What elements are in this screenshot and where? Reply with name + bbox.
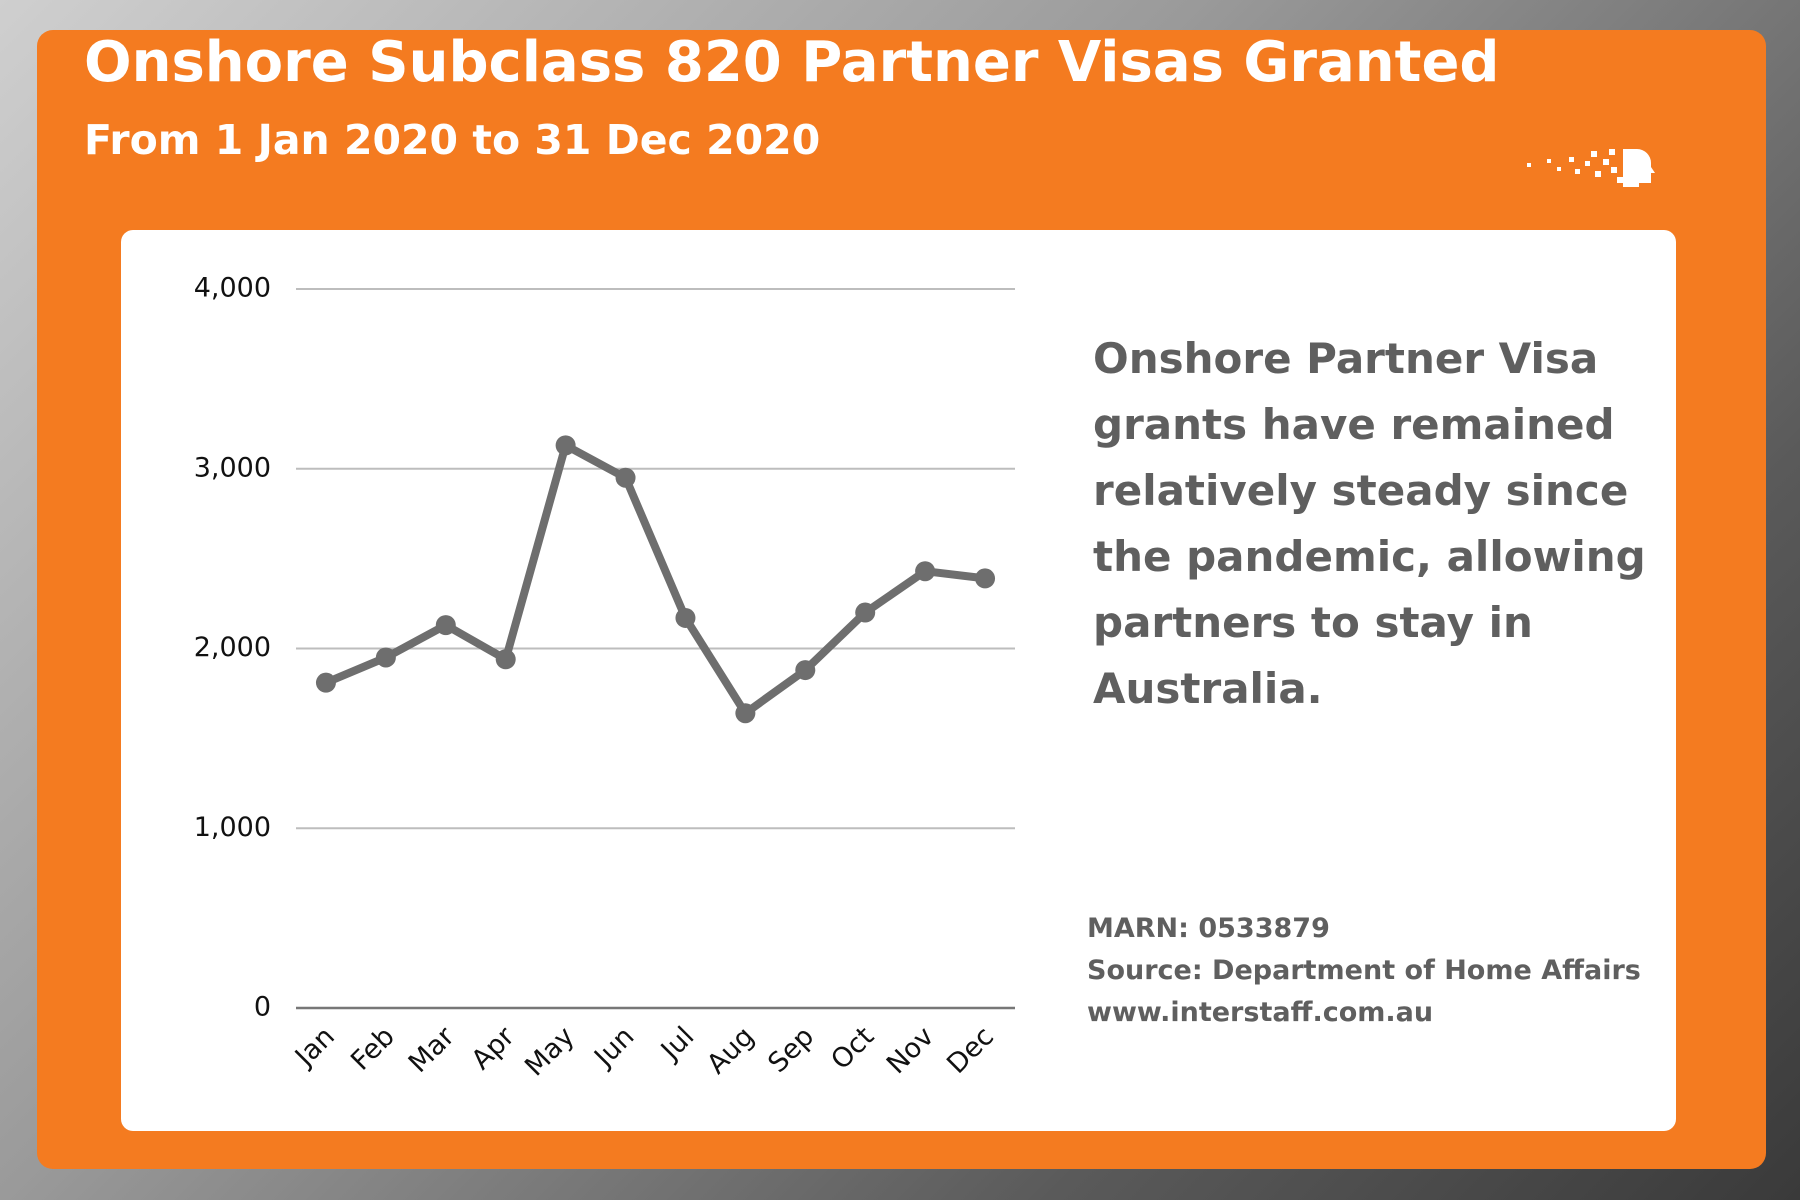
x-tick-label: Oct	[825, 1021, 880, 1076]
notes: MARN: 0533879 Source: Department of Home…	[1087, 908, 1641, 1034]
y-tick-label: 0	[254, 992, 271, 1023]
point	[375, 647, 396, 668]
y-tick-label: 4,000	[194, 273, 271, 304]
note: MARN: 0533879	[1087, 913, 1330, 944]
line	[324, 441, 986, 718]
point	[495, 649, 516, 670]
point	[315, 672, 336, 693]
x-tick-label: Feb	[345, 1021, 401, 1077]
x-tick-label: Sep	[762, 1021, 820, 1079]
chart-subtitle: From 1 Jan 2020 to 31 Dec 2020	[84, 116, 821, 164]
x-tick-label: May	[519, 1021, 580, 1082]
point	[795, 660, 816, 681]
x-tick-label: Aug	[701, 1021, 760, 1080]
annotation: Onshore Partner Visa grants have remaine…	[1093, 334, 1646, 713]
point	[675, 607, 696, 628]
x-tick-label: Jun	[587, 1021, 640, 1074]
note: Source: Department of Home Affairs	[1087, 955, 1641, 986]
x-tick-label: Jan	[288, 1021, 341, 1074]
y-tick-label: 3,000	[194, 452, 271, 483]
x-tick-label: Apr	[466, 1020, 522, 1076]
chart-card	[121, 230, 1676, 1131]
point	[555, 435, 576, 456]
logo	[1527, 149, 1655, 187]
point	[735, 703, 756, 724]
x-tick-label: Nov	[881, 1021, 940, 1080]
chart-title: Onshore Subclass 820 Partner Visas Grant…	[84, 30, 1500, 95]
y-tick-label: 2,000	[194, 632, 271, 663]
point	[615, 467, 636, 488]
point	[975, 568, 996, 589]
x-tick-label: Dec	[941, 1021, 1000, 1080]
point	[855, 602, 876, 623]
point	[915, 561, 936, 582]
x-tick-label: Mar	[403, 1020, 462, 1079]
x-tick-label: Jul	[654, 1021, 700, 1067]
point	[435, 615, 456, 636]
y-tick-label: 1,000	[194, 812, 271, 843]
note: www.interstaff.com.au	[1087, 997, 1434, 1028]
